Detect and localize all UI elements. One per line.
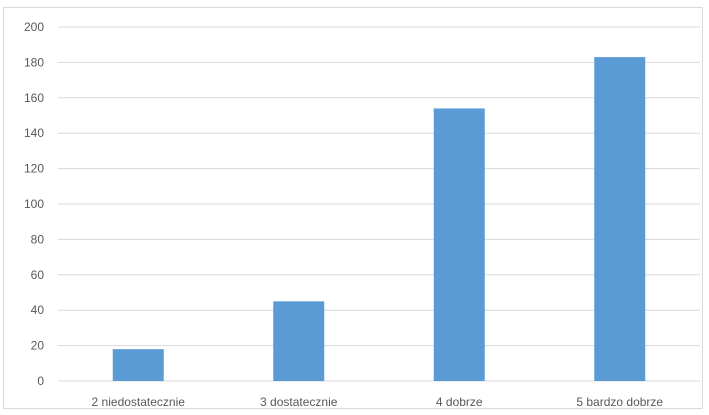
bars bbox=[112, 57, 646, 382]
x-tick-label: 3 dostatecznie bbox=[260, 395, 338, 409]
y-tick-label: 40 bbox=[31, 303, 45, 317]
bar-4 bbox=[594, 57, 646, 382]
y-tick-label: 20 bbox=[31, 339, 45, 353]
chart-frame bbox=[3, 7, 703, 409]
y-tick-label: 160 bbox=[24, 91, 44, 105]
x-tick-label: 4 dobrze bbox=[436, 395, 483, 409]
y-tick-label: 180 bbox=[24, 55, 44, 69]
y-tick-label: 60 bbox=[31, 268, 45, 282]
y-tick-label: 100 bbox=[24, 197, 44, 211]
bar-2 bbox=[273, 301, 325, 381]
x-tick-label: 2 niedostatecznie bbox=[92, 395, 186, 409]
y-tick-label: 0 bbox=[37, 374, 44, 388]
gridlines bbox=[58, 26, 700, 382]
y-axis-tick-labels: 0 20 40 60 80 100 120 140 160 180 200 bbox=[24, 20, 44, 388]
y-tick-label: 80 bbox=[31, 232, 45, 246]
bar-1 bbox=[112, 349, 164, 381]
bar-3 bbox=[433, 108, 485, 382]
y-tick-label: 140 bbox=[24, 126, 44, 140]
x-axis-tick-labels: 2 niedostatecznie 3 dostatecznie 4 dobrze 5… bbox=[92, 395, 664, 409]
y-tick-label: 200 bbox=[24, 20, 44, 34]
x-tick-label: 5 bardzo dobrze bbox=[576, 395, 663, 409]
y-tick-label: 120 bbox=[24, 162, 44, 176]
